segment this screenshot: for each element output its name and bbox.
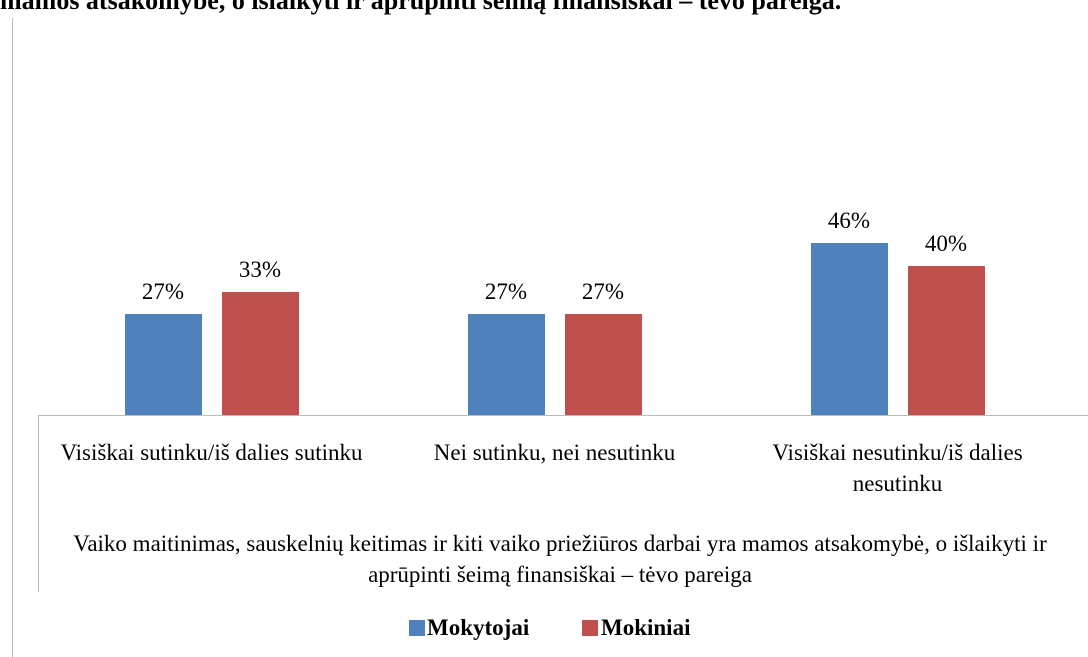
x-tick-label: Nei sutinku, nei nesutinku (433, 440, 676, 465)
legend-label: Mokiniai (601, 615, 691, 640)
bar (564, 314, 642, 415)
x-tick-label: Visiškai nesutinku/iš dalies nesutinku (772, 440, 1023, 496)
axis-line (38, 415, 1088, 416)
bar (467, 314, 545, 415)
data-label: 27% (581, 279, 625, 305)
axis-frame (38, 415, 39, 592)
legend-label: Mokytojai (427, 615, 530, 640)
data-label: 27% (484, 279, 528, 305)
x-tick-label: Visiškai sutinku/iš dalies sutinku (60, 440, 363, 465)
bar (907, 265, 985, 415)
data-label: 40% (924, 230, 968, 256)
data-label: 33% (238, 256, 282, 282)
chart-title: mamos atsakomybė, o išlaikyti ir aprūpin… (0, 0, 842, 15)
legend-swatch (409, 620, 425, 636)
legend-swatch (582, 620, 598, 636)
bar (810, 243, 888, 415)
bar (124, 314, 202, 415)
data-label: 46% (827, 208, 871, 234)
bar (221, 291, 299, 415)
x-axis-title: Vaiko maitinimas, sauskelnių keitimas ir… (73, 531, 1047, 587)
chart-frame (12, 18, 13, 657)
data-label: 27% (141, 279, 185, 305)
